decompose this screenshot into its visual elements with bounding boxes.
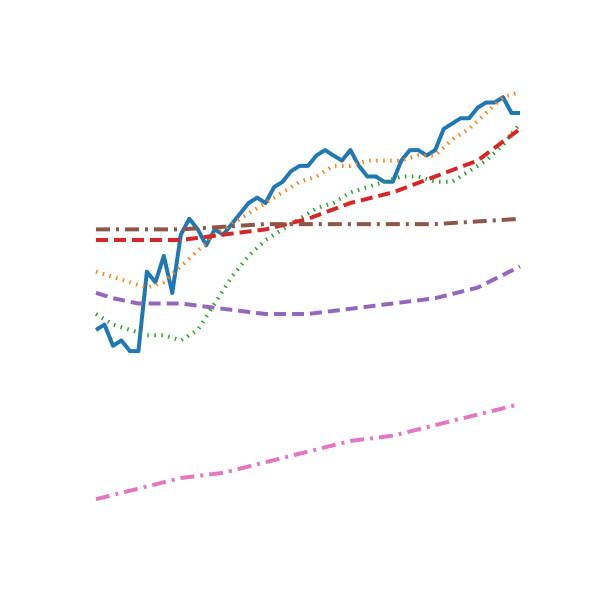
series-layer — [94, 89, 522, 502]
series-line-6 — [96, 216, 521, 232]
series-line-4 — [96, 127, 522, 242]
series-line-5 — [95, 264, 521, 316]
series-line-3 — [94, 122, 522, 343]
series-line-1 — [94, 95, 520, 354]
